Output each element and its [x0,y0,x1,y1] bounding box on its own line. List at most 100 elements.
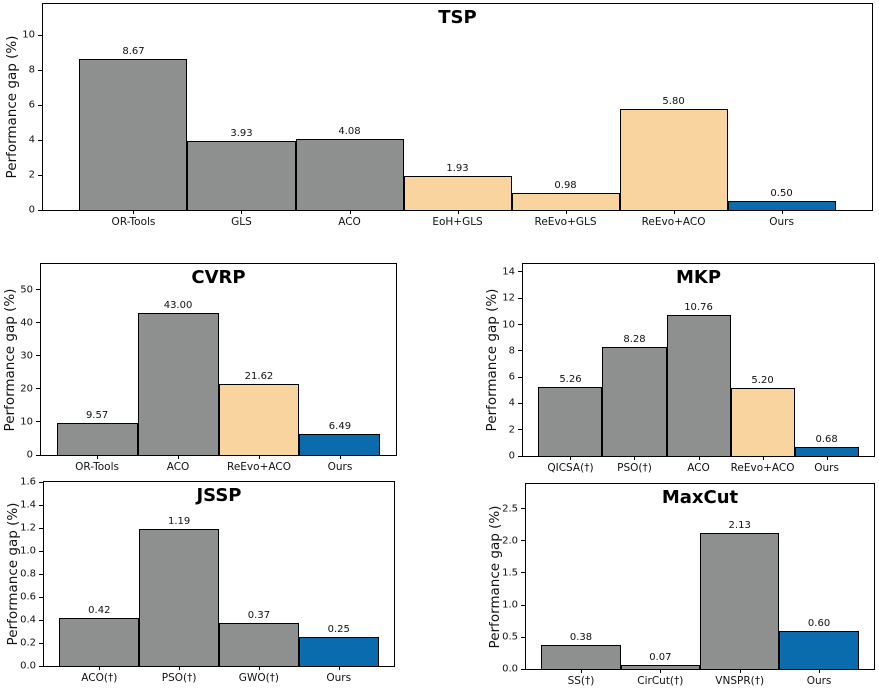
x-tick-mark [97,455,99,459]
x-tick-mark [349,210,351,214]
y-tick-mark [36,388,41,390]
y-tick-mark [36,454,41,456]
x-tick-mark [258,455,260,459]
y-axis-label: Performance gap (%) [4,35,20,179]
y-tick-label: 6 [28,99,35,111]
chart-title: JSSP [196,485,242,506]
y-tick-mark [39,573,44,575]
y-tick-mark [39,550,44,552]
bar-slot-ours: 0.25 Ours [298,482,379,684]
bar-aco: 0.42 [59,605,140,666]
bar-slot-ss: 0.38 SS(†) [541,484,621,687]
chart-title: MKP [675,267,722,288]
x-tick-label: ACO(†) [81,672,118,684]
x-tick-mark [660,669,662,673]
bar-value-label: 0.37 [247,610,271,622]
x-tick-label: ReEvo+ACO [227,461,291,473]
y-tick-mark [521,508,526,510]
y-tick-mark [36,355,41,357]
bar-value-label: 0.25 [327,624,350,636]
y-tick-label: 0.0 [20,660,36,672]
x-tick-mark [762,456,764,460]
bar-slot-or-tools: 9.57 OR-Tools [56,264,138,473]
x-tick-mark [634,456,636,460]
x-tick-label: ReEvo+GLS [534,216,597,228]
chart-title: TSP [438,7,477,28]
y-tick-mark [518,297,523,299]
bar-slot-reevo-aco: 5.20 ReEvo+ACO [730,264,795,474]
y-tick-label: 8 [28,64,35,76]
bar-reevo-gls: 0.98 [511,180,620,210]
y-tick-label: 0.5 [502,631,518,643]
x-tick-mark [673,210,675,214]
y-tick-label: 4 [508,397,515,409]
x-tick-mark [99,666,101,670]
bar-slot-aco: 4.08 ACO [295,4,404,228]
bar-slot-ours: 6.49 Ours [299,264,381,473]
bar-value-label: 9.57 [85,410,109,422]
y-tick-mark [38,34,43,36]
y-tick-mark [518,402,523,404]
y-tick-label: 0 [28,204,35,216]
bar-slot-ours: 0.68 Ours [794,264,859,474]
bar-value-label: 6.49 [328,420,352,432]
x-tick-mark [179,666,181,670]
x-tick-label: Ours [806,675,832,687]
y-tick-label: 0.8 [20,568,36,580]
chart-tsp: TSP Performance gap (%) 8.67 OR-Tools 3.93… [4,3,873,228]
bar-value-label: 5.26 [559,373,582,385]
y-tick-mark [39,642,44,644]
bar-ours: 0.68 [794,434,859,456]
bar-gwo: 0.37 [219,610,299,666]
y-tick-mark [518,350,523,352]
y-tick-label: 4 [28,134,35,146]
y-tick-mark [521,636,526,638]
chart-cvrp: CVRP Performance gap (%) 9.57 OR-Tools 43.… [2,263,397,473]
y-axis-label: Performance gap (%) [5,502,21,646]
bar-ours: 0.60 [779,618,859,669]
y-tick-label: 0.4 [20,614,36,626]
bars-area: 9.57 OR-Tools 43.00 ACO 21.62 ReEvo+ACO 6.49 Ou… [56,264,381,473]
bar-slot-aco: 10.76 ACO [666,264,731,474]
bar-value-label: 21.62 [244,370,274,382]
x-tick-label: Ours [814,462,839,474]
bar-value-label: 10.76 [684,301,713,313]
bar-slot-gls: 3.93 GLS [187,4,296,228]
x-tick-label: ACO [166,461,190,473]
bar-pso: 1.19 [139,516,220,666]
y-tick-label: 20 [20,383,33,395]
x-tick-mark [781,210,783,214]
y-tick-label: 10 [22,29,35,41]
bar-slot-ours: 0.50 Ours [727,4,836,228]
bar-circut: 0.07 [620,652,701,669]
chart-maxcut: MaxCut Performance gap (%) 0.38 SS(†) 0.07… [487,483,875,687]
x-tick-label: SS(†) [567,675,595,687]
y-tick-label: 1.2 [20,522,36,534]
bar-value-label: 3.93 [230,128,253,140]
y-tick-label: 50 [20,284,33,296]
bar-value-label: 0.50 [770,188,793,200]
bars-area: 0.42 ACO(†) 1.19 PSO(†) 0.37 GWO(†) 0.25 Ours [59,482,379,684]
x-tick-mark [178,455,180,459]
bar-vnspr: 2.13 [700,520,780,669]
bar-slot-reevo-aco: 5.80 ReEvo+ACO [619,4,728,228]
x-tick-label: GLS [231,216,252,228]
x-tick-mark [339,455,341,459]
y-tick-label: 2.5 [502,503,518,515]
y-tick-mark [39,619,44,621]
y-tick-label: 10 [502,319,515,330]
bar-eoh-gls: 1.93 [403,163,512,210]
bar-slot-ours: 0.60 Ours [779,484,859,687]
y-tick-mark [39,665,44,667]
bar-ours: 0.50 [727,188,836,210]
bar-value-label: 0.68 [815,434,838,446]
x-tick-label: QICSA(†) [547,462,594,474]
bar-reevo-aco: 5.20 [730,375,795,456]
y-tick-label: 1.0 [20,545,36,557]
x-tick-label: EoH+GLS [432,216,483,228]
x-tick-label: PSO(†) [617,462,652,474]
y-tick-mark [39,481,44,483]
y-tick-label: 1.5 [502,567,518,579]
y-tick-mark [38,104,43,106]
x-tick-label: ReEvo+ACO [641,216,706,228]
